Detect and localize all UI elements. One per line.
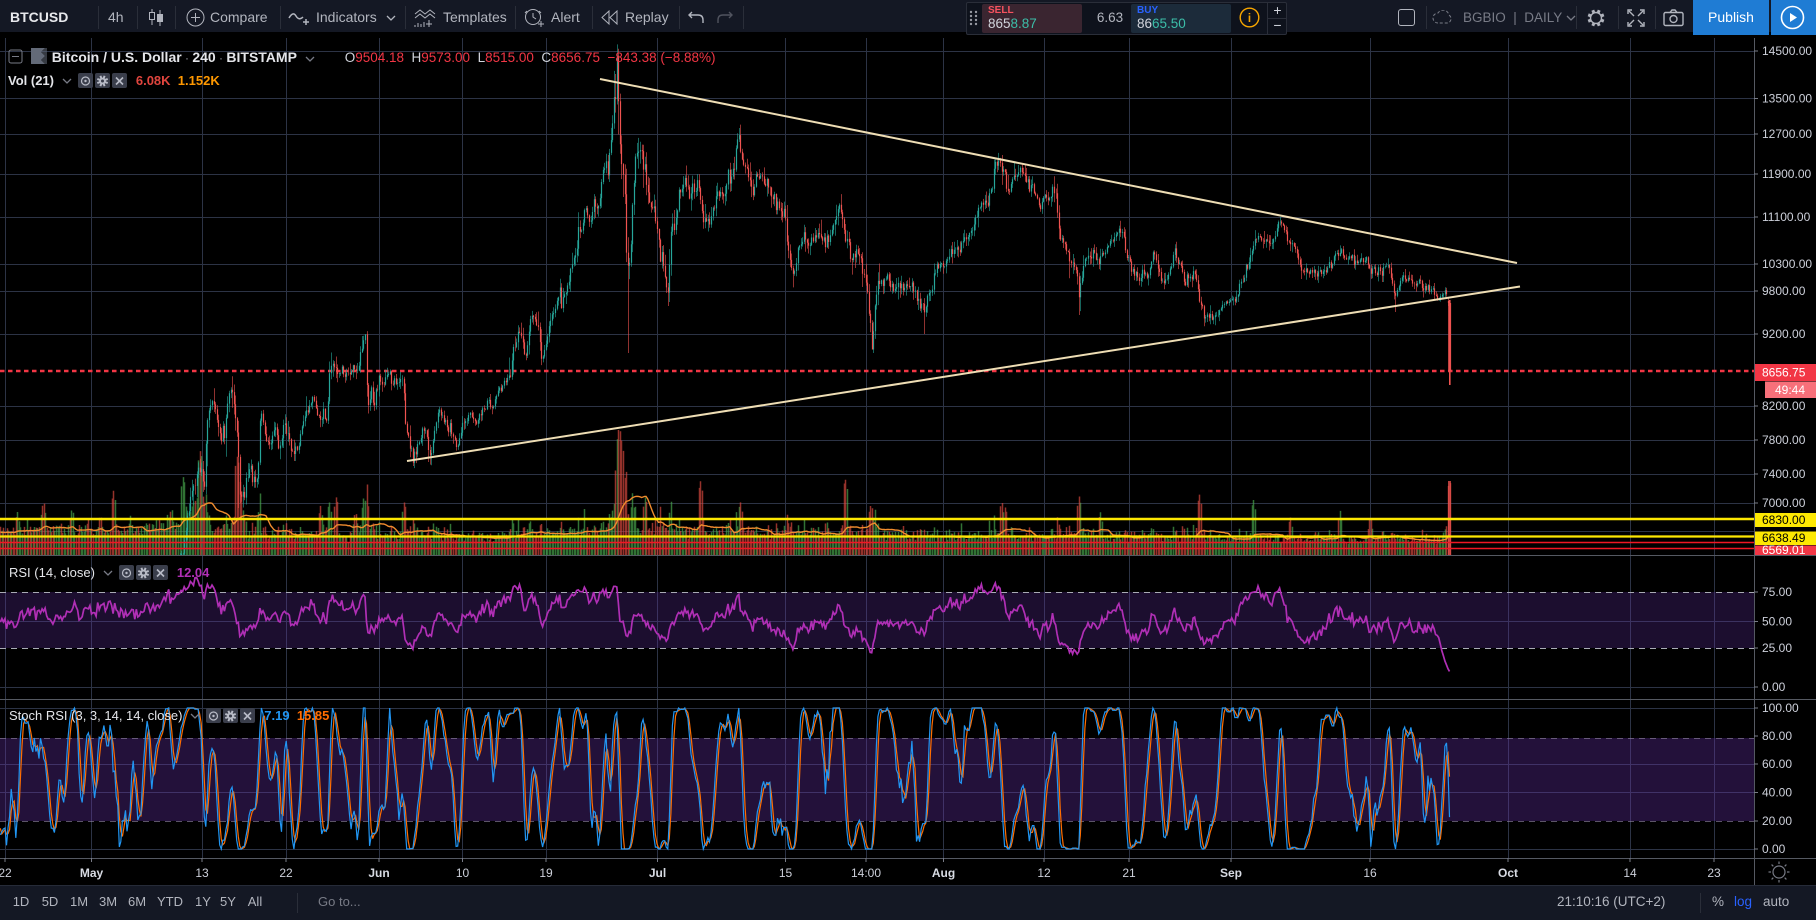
svg-text:13: 13	[195, 866, 209, 880]
svg-text:20.00: 20.00	[1762, 814, 1792, 828]
svg-text:12700.00: 12700.00	[1762, 127, 1812, 141]
svg-text:14:00: 14:00	[851, 866, 881, 880]
svg-text:22: 22	[279, 866, 293, 880]
svg-text:7400.00: 7400.00	[1762, 467, 1806, 481]
svg-text:Sep: Sep	[1220, 866, 1242, 880]
svg-text:Aug: Aug	[932, 866, 955, 880]
svg-text:60.00: 60.00	[1762, 757, 1792, 771]
svg-text:9200.00: 9200.00	[1762, 327, 1806, 341]
svg-text:10: 10	[456, 866, 470, 880]
svg-text:22: 22	[0, 866, 12, 880]
svg-text:25.00: 25.00	[1762, 641, 1792, 655]
svg-text:80.00: 80.00	[1762, 729, 1792, 743]
svg-text:16: 16	[1363, 866, 1377, 880]
svg-text:8200.00: 8200.00	[1762, 399, 1806, 413]
svg-text:23: 23	[1707, 866, 1721, 880]
svg-text:May: May	[80, 866, 104, 880]
svg-text:11900.00: 11900.00	[1762, 167, 1811, 181]
svg-text:15: 15	[779, 866, 793, 880]
svg-text:7000.00: 7000.00	[1762, 496, 1806, 510]
svg-text:0.00: 0.00	[1762, 680, 1786, 694]
svg-text:14500.00: 14500.00	[1762, 44, 1812, 58]
svg-text:9800.00: 9800.00	[1762, 284, 1806, 298]
svg-text:75.00: 75.00	[1762, 585, 1792, 599]
svg-text:11100.00: 11100.00	[1762, 210, 1811, 224]
svg-text:Jul: Jul	[649, 866, 666, 880]
svg-text:50.00: 50.00	[1762, 615, 1792, 629]
svg-text:i: i	[1248, 13, 1251, 25]
svg-text:6569.01: 6569.01	[1762, 543, 1806, 557]
svg-text:Oct: Oct	[1498, 866, 1518, 880]
svg-text:7800.00: 7800.00	[1762, 433, 1806, 447]
svg-text:19: 19	[539, 866, 553, 880]
svg-text:12: 12	[1037, 866, 1051, 880]
svg-text:40.00: 40.00	[1762, 786, 1792, 800]
svg-text:Jun: Jun	[368, 866, 389, 880]
svg-text:8656.75: 8656.75	[1762, 366, 1806, 380]
svg-text:21: 21	[1122, 866, 1136, 880]
svg-text:0.00: 0.00	[1762, 842, 1786, 856]
svg-text:6830.00: 6830.00	[1762, 513, 1806, 527]
svg-text:10300.00: 10300.00	[1762, 257, 1812, 271]
svg-text:13500.00: 13500.00	[1762, 92, 1812, 106]
svg-text:100.00: 100.00	[1762, 701, 1799, 715]
svg-text:14: 14	[1623, 866, 1637, 880]
svg-text:49:44: 49:44	[1775, 383, 1805, 397]
svg-text:6638.49: 6638.49	[1762, 531, 1806, 545]
